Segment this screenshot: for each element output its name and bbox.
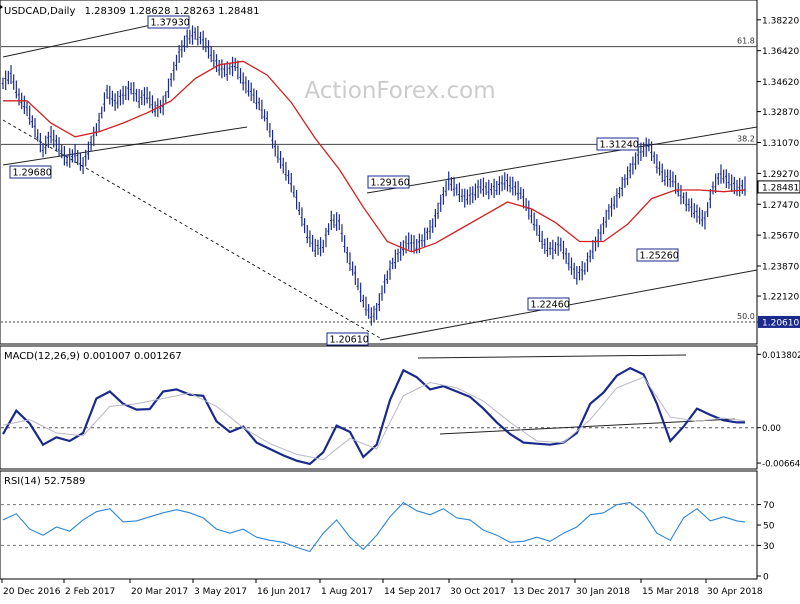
price-annotation-label: 1.20610	[330, 335, 369, 346]
trendlines	[2, 21, 758, 341]
rsi-panel	[0, 470, 758, 580]
x-tick-label: 13 Dec 2017	[513, 587, 571, 597]
x-tick-label: 16 Jun 2017	[257, 587, 311, 597]
header-arrow-icon	[0, 4, 3, 10]
price-annotation-label: 1.37930	[151, 18, 190, 29]
price-annotation-label: 1.31240	[600, 140, 639, 151]
rsi-y-tick-label: 50	[763, 522, 775, 532]
price-panel	[0, 0, 758, 345]
lower-channel-line-1	[2, 126, 248, 166]
price-annotation-label: 1.25260	[640, 251, 679, 262]
macd-line	[2, 366, 745, 466]
x-tick-label: 20 Dec 2016	[3, 587, 61, 597]
price-annotation-box	[636, 248, 679, 262]
price-y-tick-label: 1.28481	[762, 183, 799, 193]
macd-y-tick-label: -0.006648	[762, 460, 800, 470]
price-y-tick-label: 1.27470	[762, 201, 799, 211]
price-annotation-label: 1.29160	[371, 178, 410, 189]
price-y-tick-label: 1.22120	[762, 293, 799, 303]
rsi-series	[2, 501, 746, 553]
price-annotation-box	[147, 15, 190, 29]
price-annotations: 1.37930 1.29680 1.29160 1.31240 1.25260 1.224…	[9, 15, 679, 346]
price-y-tick-label: 1.34620	[762, 78, 799, 88]
price-y-tick-label: 1.20610	[762, 318, 799, 328]
x-tick-label: 2 Feb 2017	[65, 587, 115, 597]
fib-level-label: 50.0	[737, 312, 755, 321]
price-y-tick-label: 1.23870	[762, 263, 799, 273]
x-tick-label: 20 Mar 2017	[131, 587, 188, 597]
x-tick-label: 1 Aug 2017	[321, 587, 373, 597]
macd-y-tick-label: 0.00	[762, 424, 781, 434]
fib-level-label: 61.8	[737, 37, 755, 46]
price-y-tick-label: 1.36420	[762, 47, 799, 57]
price-annotation-box	[9, 165, 52, 179]
price-annotation-box	[527, 297, 570, 311]
rsi-y-tick-label: 0	[763, 573, 769, 583]
x-axis: 20 Dec 2016 2 Feb 2017 20 Mar 2017 3 May 20…	[1, 579, 763, 597]
fib-level-label: 38.2	[737, 134, 755, 143]
macd-y-tick-label: 0.013802	[762, 351, 800, 361]
moving-average-line	[3, 60, 746, 253]
macd-upper-trendline	[417, 354, 687, 359]
price-annotation-label: 1.29680	[13, 168, 52, 179]
price-annotation-box	[326, 332, 369, 346]
macd-panel	[0, 345, 758, 470]
price-y-tick-label: 1.31070	[762, 139, 799, 149]
dashed-trendline	[2, 119, 381, 339]
x-tick-label: 30 Jan 2018	[576, 587, 630, 597]
current-price-marker	[757, 180, 800, 194]
price-y-tick-label: 1.29270	[762, 170, 799, 180]
price-annotation-box	[596, 137, 639, 151]
rsi-y-tick-label: 70	[763, 501, 775, 511]
macd-title: MACD(12,26,9) 0.001007 0.001267	[4, 351, 182, 362]
upper-channel-line-1	[2, 21, 166, 58]
price-y-axis: 1.38220 1.36420 1.34620 1.32870 1.31070 1.292…	[757, 16, 800, 328]
rsi-y-axis: 70 50 30 0	[757, 501, 775, 583]
rsi-title: RSI(14) 52.7589	[4, 476, 85, 487]
x-tick-label: 14 Sep 2017	[384, 587, 441, 597]
rsi-grid	[1, 504, 757, 546]
price-y-tick-label: 1.25670	[762, 232, 799, 242]
price-annotation-box	[367, 175, 410, 189]
price-annotation-label: 1.22460	[531, 300, 570, 311]
rsi-line	[2, 501, 746, 553]
x-tick-label: 30 Oct 2017	[450, 587, 506, 597]
macd-lower-trendline	[439, 418, 736, 435]
upper-channel-line-2	[366, 126, 758, 194]
price-series	[1, 25, 746, 326]
x-tick-label: 3 May 2017	[194, 587, 247, 597]
price-y-tick-label: 1.32870	[762, 108, 799, 118]
macd-y-axis: 0.013802 0.00 -0.006648	[757, 351, 800, 470]
level-price-marker	[758, 315, 800, 328]
ohlc-values: 1.28309 1.28628 1.28263 1.28481	[85, 6, 260, 17]
symbol-label: USDCAD,Daily	[4, 6, 75, 17]
chart-header: USDCAD,Daily 1.28309 1.28628 1.28263 1.2…	[4, 6, 260, 17]
macd-signal-line	[2, 376, 746, 461]
rsi-y-tick-label: 30	[763, 542, 775, 552]
x-tick-label: 30 Apr 2018	[707, 587, 763, 597]
macd-series	[2, 366, 746, 466]
watermark: ActionForex.com	[304, 78, 495, 104]
price-y-tick-label: 1.38220	[762, 16, 799, 26]
x-tick-label: 15 Mar 2018	[642, 587, 699, 597]
